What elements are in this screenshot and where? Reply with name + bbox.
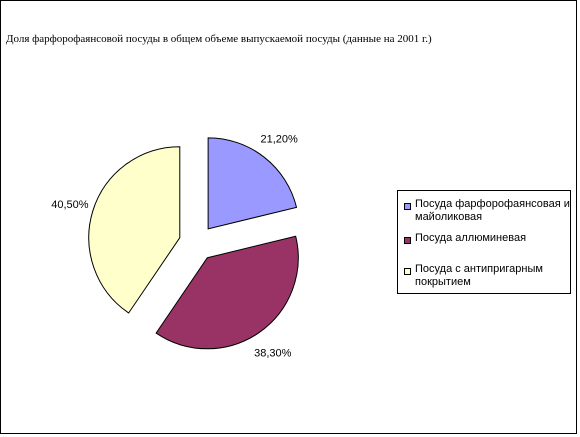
legend-label-porcelain: Посуда фарфорофаянсовая и майоликовая xyxy=(415,198,570,223)
pie-slice-nonstick xyxy=(88,146,181,314)
legend-swatch-nonstick xyxy=(404,268,411,275)
legend-label-nonstick: Посуда с антипригарным покрытием xyxy=(415,263,543,288)
pie-slice-porcelain xyxy=(207,137,298,230)
chart-title: Доля фарфорофаянсовой посуды в общем объ… xyxy=(6,33,432,45)
legend-swatch-aluminum xyxy=(404,237,411,244)
legend-swatch-porcelain xyxy=(404,203,411,210)
data-label-aluminum: 38,30% xyxy=(254,347,292,359)
legend-label-aluminum: Посуда аллюминевая xyxy=(415,232,527,244)
legend: Посуда фарфорофаянсовая и майоликовая По… xyxy=(397,190,571,294)
data-label-porcelain: 21,20% xyxy=(261,133,299,145)
pie-slice-aluminum xyxy=(155,235,299,350)
data-label-nonstick: 40,50% xyxy=(51,199,89,211)
